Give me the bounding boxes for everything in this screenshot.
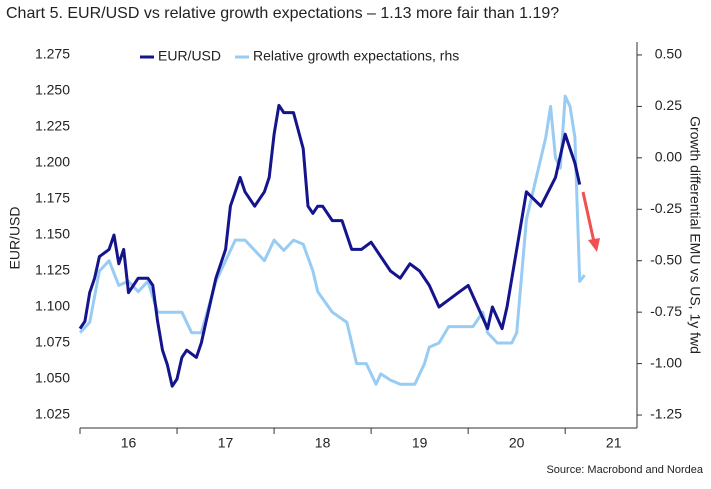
y-tick-label: 1.250: [35, 82, 70, 98]
y2-tick-label: -1.25: [650, 406, 682, 422]
series-line: [78, 94, 586, 386]
y2-tick-label: 0.25: [655, 97, 682, 113]
x-tick-label: 17: [218, 435, 234, 451]
y-tick-label: 1.150: [35, 226, 70, 242]
y-axis-title: EUR/USD: [7, 206, 23, 269]
y-tick-label: 1.175: [35, 190, 70, 206]
y-tick-label: 1.225: [35, 118, 70, 134]
y-tick-label: 1.200: [35, 154, 70, 170]
y-tick-label: 1.275: [35, 46, 70, 62]
y2-tick-label: -1.00: [650, 354, 682, 370]
y2-axis-title: Growth differential EMU vs US, 1y fwd: [687, 116, 703, 354]
y-tick-label: 1.100: [35, 298, 70, 314]
x-tick-label: 19: [412, 435, 428, 451]
legend-label: EUR/USD: [158, 48, 221, 64]
annotation-arrow: [581, 191, 600, 252]
x-tick-label: 18: [315, 435, 331, 451]
y2-tick-label: -0.25: [650, 200, 682, 216]
y2-tick-label: 0.50: [655, 46, 682, 62]
x-tick-label: 16: [121, 435, 137, 451]
y-tick-label: 1.050: [35, 370, 70, 386]
y2-tick-label: -0.50: [650, 251, 682, 267]
series-line: [78, 103, 582, 388]
y-tick-label: 1.075: [35, 334, 70, 350]
y2-tick-label: 0.00: [655, 149, 682, 165]
y2-tick-label: -0.75: [650, 303, 682, 319]
source: Source: Macrobond and Nordea: [546, 464, 703, 476]
x-tick-label: 21: [606, 435, 622, 451]
x-tick-label: 20: [509, 435, 525, 451]
legend-label: Relative growth expectations, rhs: [253, 48, 459, 64]
y-tick-label: 1.025: [35, 406, 70, 422]
y-tick-label: 1.125: [35, 262, 70, 278]
chart-title: Chart 5. EUR/USD vs relative growth expe…: [6, 5, 559, 22]
